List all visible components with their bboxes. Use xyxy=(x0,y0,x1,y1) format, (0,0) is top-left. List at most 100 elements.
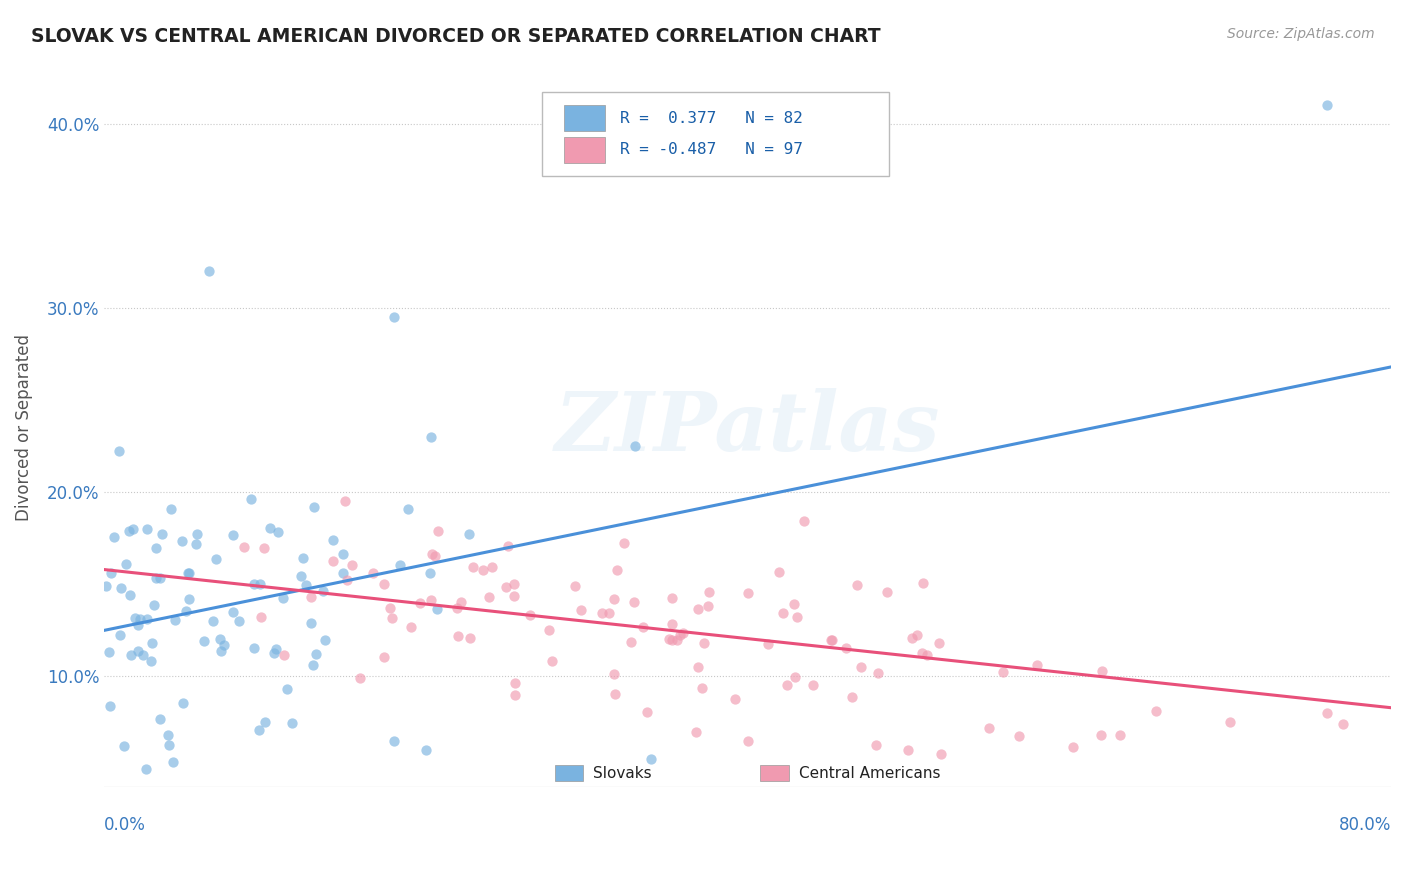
Point xyxy=(264,641,287,656)
Point xyxy=(849,659,872,673)
Point xyxy=(419,566,441,580)
Point xyxy=(336,573,359,587)
Point xyxy=(772,607,794,621)
Point xyxy=(120,648,142,662)
Point xyxy=(247,723,270,738)
Point xyxy=(636,705,658,719)
FancyBboxPatch shape xyxy=(541,92,889,177)
Point xyxy=(801,678,824,692)
Point xyxy=(128,611,150,625)
Point xyxy=(253,541,276,556)
Point xyxy=(693,636,716,650)
Point xyxy=(793,514,815,528)
Point xyxy=(897,743,920,757)
Point xyxy=(420,593,443,607)
Point xyxy=(911,576,934,591)
Point xyxy=(108,443,131,458)
Point xyxy=(273,648,295,663)
Point xyxy=(127,618,149,632)
Point xyxy=(623,595,645,609)
Point xyxy=(122,523,145,537)
Text: R = -0.487   N = 97: R = -0.487 N = 97 xyxy=(620,142,803,157)
Point xyxy=(661,591,683,605)
Point xyxy=(305,647,328,661)
Point xyxy=(846,578,869,592)
Point xyxy=(172,696,194,710)
Point xyxy=(382,310,405,325)
Point xyxy=(162,756,184,770)
Text: R =  0.377   N = 82: R = 0.377 N = 82 xyxy=(620,111,803,126)
Point xyxy=(685,724,707,739)
Point xyxy=(820,632,842,647)
Point xyxy=(332,566,354,581)
Point xyxy=(112,739,135,753)
Point xyxy=(1316,706,1339,721)
Point xyxy=(1109,728,1132,742)
Point xyxy=(613,536,636,550)
Text: SLOVAK VS CENTRAL AMERICAN DIVORCED OR SEPARATED CORRELATION CHART: SLOVAK VS CENTRAL AMERICAN DIVORCED OR S… xyxy=(31,27,880,45)
Point xyxy=(425,549,447,563)
Point xyxy=(373,649,395,664)
Point xyxy=(103,530,125,544)
Point xyxy=(419,430,441,444)
Point xyxy=(263,646,285,660)
Bar xyxy=(761,765,789,781)
Point xyxy=(502,589,524,603)
Point xyxy=(640,752,662,766)
Point xyxy=(143,599,166,613)
Point xyxy=(991,665,1014,679)
Point xyxy=(212,638,235,652)
Point xyxy=(498,539,520,553)
Point xyxy=(503,675,526,690)
Point xyxy=(299,615,322,630)
Point xyxy=(396,501,419,516)
Point xyxy=(537,623,560,637)
Point xyxy=(409,596,432,610)
Point xyxy=(98,698,121,713)
Point xyxy=(228,614,250,628)
Point xyxy=(481,559,503,574)
Point xyxy=(281,715,304,730)
Point xyxy=(198,264,221,278)
Point xyxy=(110,582,132,596)
Point xyxy=(668,627,690,641)
Point xyxy=(756,637,779,651)
Bar xyxy=(564,105,605,131)
Point xyxy=(322,553,344,567)
Point xyxy=(697,599,720,614)
Point xyxy=(426,601,449,615)
Point xyxy=(603,591,626,606)
Point xyxy=(232,540,254,554)
Point xyxy=(569,603,592,617)
Point xyxy=(447,629,470,643)
Point xyxy=(1090,728,1112,742)
Point xyxy=(768,565,790,579)
Point xyxy=(724,692,747,706)
Point xyxy=(457,527,479,541)
Point xyxy=(118,588,141,602)
Point xyxy=(177,566,200,581)
Point xyxy=(389,558,412,572)
Point xyxy=(686,602,709,616)
Point xyxy=(450,595,472,609)
Bar xyxy=(554,765,583,781)
Point xyxy=(910,646,932,660)
Point xyxy=(624,439,647,453)
Point xyxy=(841,690,863,704)
Point xyxy=(737,734,759,748)
Point xyxy=(322,533,344,547)
Point xyxy=(503,689,526,703)
Point xyxy=(177,591,200,606)
Point xyxy=(1316,98,1339,112)
Point xyxy=(697,585,720,599)
Point xyxy=(401,620,423,634)
Point xyxy=(666,632,689,647)
Point xyxy=(240,492,263,507)
Point xyxy=(1091,665,1114,679)
Point xyxy=(267,524,290,539)
Point xyxy=(631,620,654,634)
Point xyxy=(333,493,356,508)
Point xyxy=(834,641,856,656)
Point xyxy=(737,586,759,600)
Point xyxy=(249,577,271,591)
